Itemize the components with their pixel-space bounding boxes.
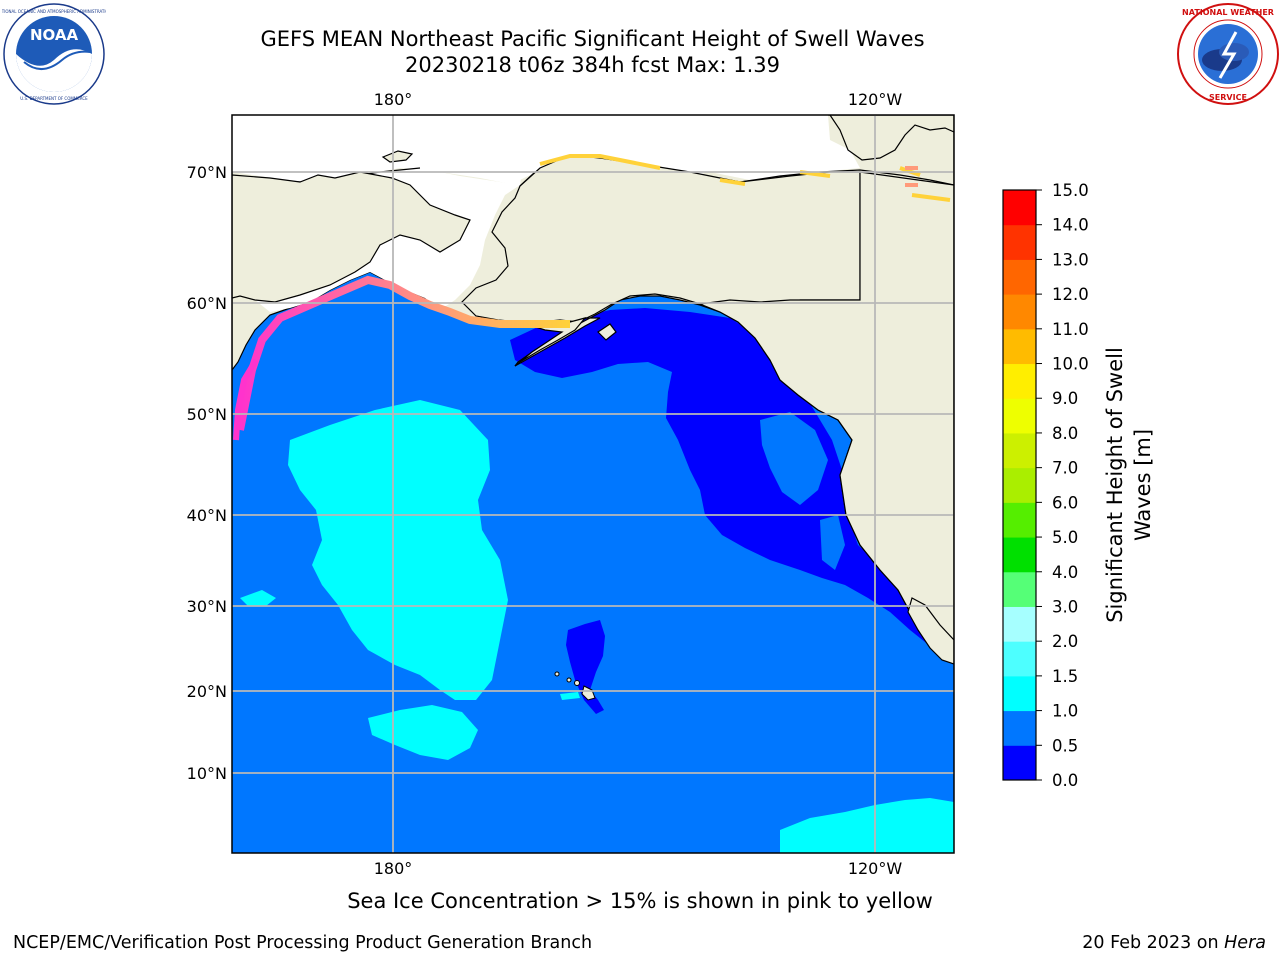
sea-ice-band xyxy=(539,154,951,202)
colorbar-segment xyxy=(1003,467,1036,503)
sea-ice-band xyxy=(905,166,918,187)
colorbar-segment xyxy=(1003,398,1036,434)
colorbar-segment xyxy=(1003,363,1036,399)
colorbar-segment xyxy=(1003,224,1036,260)
land-alaska xyxy=(461,154,861,323)
colorbar-tick-label: 4.0 xyxy=(1052,563,1078,582)
sea-ice-note: Sea Ice Concentration > 15% is shown in … xyxy=(347,889,933,913)
chart-title: GEFS MEAN Northeast Pacific Significant … xyxy=(200,26,985,78)
lat-label-40n: 40°N xyxy=(187,506,227,525)
lat-label-70n: 70°N xyxy=(187,163,227,182)
land-baja xyxy=(907,597,954,665)
colorbar-segment xyxy=(1003,259,1036,295)
lat-label-20n: 20°N xyxy=(187,682,227,701)
footer-credit: NCEP/EMC/Verification Post Processing Pr… xyxy=(13,933,593,953)
title-line-2: 20230218 t06z 384h fcst Max: 1.39 xyxy=(405,53,780,77)
colorbar-label-line-1: Significant Height of Swell xyxy=(1103,347,1127,623)
land-alaska-peninsula xyxy=(514,316,587,367)
colorbar-tick-label: 0.5 xyxy=(1052,736,1078,755)
svg-text:NATIONAL OCEANIC AND ATMOSPHER: NATIONAL OCEANIC AND ATMOSPHERIC ADMINIS… xyxy=(2,9,106,14)
footer-machine: Hera xyxy=(1224,933,1266,953)
colorbar: 15.0 14.0 13.0 12.0 11.0 10.0 9.0 8.0 7.0 6.0 5.0 4… xyxy=(1002,181,1089,790)
colorbar-tick-label: 15.0 xyxy=(1052,181,1089,200)
colorbar-segment xyxy=(1003,432,1036,469)
mid-swell-patch xyxy=(240,590,276,606)
mid-swell-patch xyxy=(560,692,580,700)
colorbar-tick-label: 0.0 xyxy=(1052,771,1078,790)
colorbar-segment xyxy=(1003,537,1036,573)
map-frame xyxy=(231,114,955,854)
map-plot-area xyxy=(232,115,954,853)
colorbar-tick-label: 9.0 xyxy=(1052,389,1078,408)
sea-ice-band xyxy=(233,358,259,441)
colorbar-tick-label: 11.0 xyxy=(1052,320,1089,339)
graticule xyxy=(232,115,954,853)
low-swell-region-hawaii xyxy=(566,620,605,714)
colorbar-tick-label: 6.0 xyxy=(1052,493,1078,512)
land-wrangel xyxy=(381,150,414,163)
colorbar-tick-label: 1.0 xyxy=(1052,702,1078,721)
colorbar-segment xyxy=(1003,745,1036,781)
lon-label-top-180: 180° xyxy=(374,90,413,109)
colorbar-tick-label: 13.0 xyxy=(1052,250,1089,269)
footer-date-text: 20 Feb 2023 on xyxy=(1082,933,1225,953)
lat-label-10n: 10°N xyxy=(187,764,227,783)
swell-patch xyxy=(760,412,828,505)
lat-label-60n: 60°N xyxy=(187,294,227,313)
colorbar-tick-label: 10.0 xyxy=(1052,355,1089,374)
colorbar-tick-label: 7.0 xyxy=(1052,459,1078,478)
colorbar-label-line-2: Waves [m] xyxy=(1131,429,1155,541)
colorbar-frame xyxy=(1002,189,1037,781)
noaa-logo-icon: NOAA NATIONAL OCEANIC AND ATMOSPHERIC AD… xyxy=(2,3,106,105)
colorbar-tick-label: 5.0 xyxy=(1052,528,1078,547)
land-kodiak xyxy=(597,323,617,341)
svg-text:NOAA: NOAA xyxy=(30,26,79,44)
mid-swell-region-southeast xyxy=(780,798,954,853)
colorbar-tick-label: 1.5 xyxy=(1052,667,1078,686)
colorbar-tick-label: 2.0 xyxy=(1052,632,1078,651)
colorbar-tick-label: 12.0 xyxy=(1052,285,1089,304)
colorbar-segment xyxy=(1003,606,1036,642)
colorbar-segment xyxy=(1003,641,1036,677)
svg-text:U.S. DEPARTMENT OF COMMERCE: U.S. DEPARTMENT OF COMMERCE xyxy=(20,96,88,101)
low-swell-region-gulf-alaska xyxy=(510,308,954,665)
nws-logo-icon: NATIONAL WEATHER SERVICE xyxy=(1177,3,1279,105)
footer-date: 20 Feb 2023 on Hera xyxy=(1082,933,1266,953)
colorbar-segment xyxy=(1003,571,1036,607)
swell-patch xyxy=(820,515,845,570)
mid-swell-region-central-pacific xyxy=(288,400,508,700)
colorbar-tick-label: 8.0 xyxy=(1052,424,1078,443)
colorbar-segment xyxy=(1003,502,1036,538)
mid-swell-region-southwest xyxy=(368,705,478,760)
land-hawaii xyxy=(554,671,596,701)
colorbar-tick-label: 14.0 xyxy=(1052,216,1089,235)
colorbar-tick-label: 3.0 xyxy=(1052,597,1078,616)
lat-label-50n: 50°N xyxy=(187,405,227,424)
colorbar-segment xyxy=(1003,294,1036,330)
lon-label-bottom-120w: 120°W xyxy=(848,859,903,878)
colorbar-segment xyxy=(1003,710,1036,746)
lon-label-bottom-180: 180° xyxy=(374,859,413,878)
colorbar-segment xyxy=(1003,190,1036,226)
title-line-1: GEFS MEAN Northeast Pacific Significant … xyxy=(260,27,925,51)
sea-ice-band xyxy=(236,275,570,431)
sea-ice-free-white-area xyxy=(232,115,860,186)
colorbar-segment xyxy=(1003,328,1036,365)
svg-text:NATIONAL WEATHER: NATIONAL WEATHER xyxy=(1182,8,1274,17)
svg-text:SERVICE: SERVICE xyxy=(1209,93,1247,102)
land-siberia xyxy=(232,171,471,303)
lon-label-top-120w: 120°W xyxy=(848,90,903,109)
coastline xyxy=(829,115,954,161)
colorbar-segment xyxy=(1003,675,1036,712)
lat-label-30n: 30°N xyxy=(187,597,227,616)
